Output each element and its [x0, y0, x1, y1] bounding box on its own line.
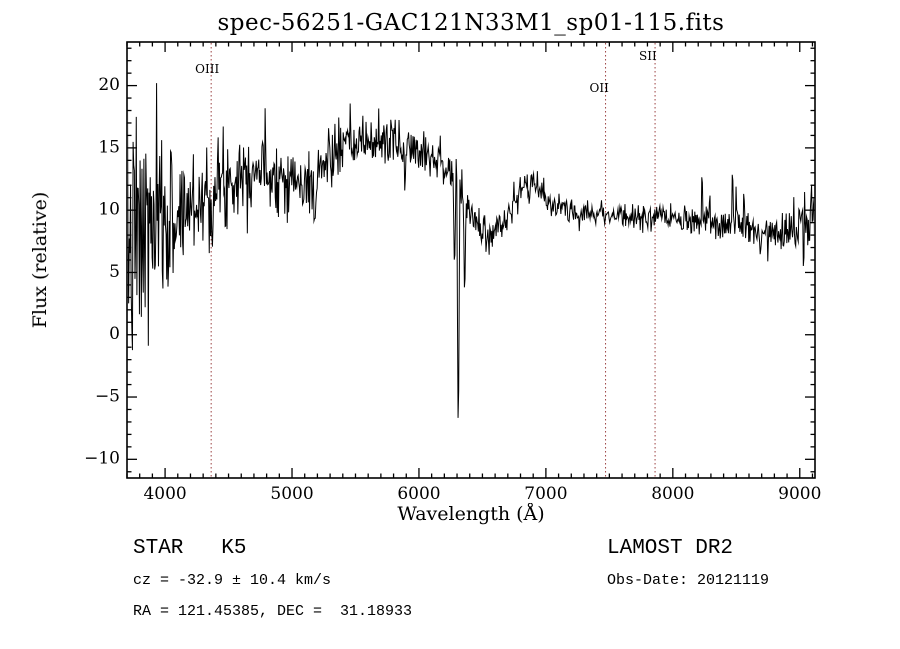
- obs-date-value: Obs-Date: 20121119: [607, 572, 770, 589]
- plot-title: spec-56251-GAC121N33M1_sp01-115.fits: [217, 10, 725, 36]
- x-axis-label: Wavelength (Å): [397, 503, 545, 525]
- marker-label-oii: OII: [589, 81, 609, 95]
- survey-label: LAMOST DR2: [607, 537, 734, 560]
- marker-label-sii: SII: [639, 49, 657, 63]
- cz-value: cz = -32.9 ± 10.4 km/s: [133, 572, 332, 589]
- classification-label: STAR K5: [133, 537, 247, 560]
- ra-dec-value: RA = 121.45385, DEC = 31.18933: [133, 603, 413, 620]
- marker-label-oiii: OIII: [195, 62, 220, 76]
- y-axis-label: Flux (relative): [29, 191, 51, 329]
